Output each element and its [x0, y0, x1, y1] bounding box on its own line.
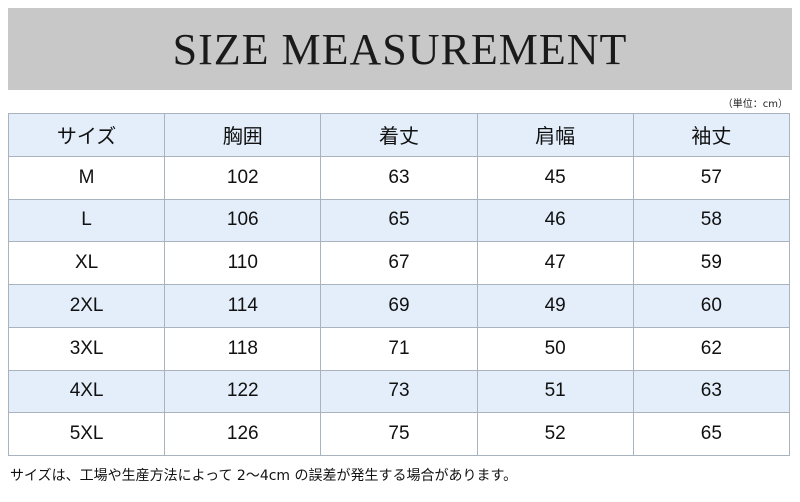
table-cell: 122 — [164, 369, 322, 414]
table-cell: XL — [7, 241, 166, 285]
table-row: 2XL 114 69 49 60 — [7, 284, 791, 328]
table-cell: 3XL — [7, 326, 166, 371]
table-cell: 63 — [320, 155, 478, 200]
table-row: 4XL 122 73 51 63 — [7, 369, 791, 414]
table-cell: 57 — [632, 155, 791, 200]
table-cell: 62 — [632, 326, 791, 371]
table-row: 3XL 118 71 50 62 — [7, 326, 791, 371]
table-cell: 114 — [164, 284, 322, 328]
table-header-row: サイズ 胸囲 着丈 肩幅 袖丈 — [7, 113, 791, 157]
table-row: 5XL 126 75 52 65 — [7, 412, 791, 456]
table-cell: 51 — [476, 369, 634, 414]
table-cell: M — [7, 155, 166, 200]
header-size: サイズ — [7, 113, 166, 157]
footnote: サイズは、工場や生産方法によって 2〜4cm の誤差が発生する場合があります。 — [10, 468, 518, 484]
table-cell: 118 — [164, 326, 322, 371]
table-cell: 65 — [632, 412, 791, 456]
header-length: 着丈 — [320, 113, 478, 157]
table-cell: 106 — [164, 198, 322, 243]
table-cell: 75 — [320, 412, 478, 456]
table-cell: 4XL — [7, 369, 166, 414]
header-shoulder: 肩幅 — [476, 113, 634, 157]
table-cell: 63 — [632, 369, 791, 414]
table-cell: 46 — [476, 198, 634, 243]
table-cell: 71 — [320, 326, 478, 371]
table-cell: 59 — [632, 241, 791, 285]
table-row: L 106 65 46 58 — [7, 198, 791, 243]
table-cell: 60 — [632, 284, 791, 328]
table-cell: 126 — [164, 412, 322, 456]
header-chest: 胸囲 — [164, 113, 322, 157]
table-cell: 2XL — [7, 284, 166, 328]
table-cell: 110 — [164, 241, 322, 285]
page-title: SIZE MEASUREMENT — [172, 24, 628, 74]
table-cell: 52 — [476, 412, 634, 456]
table-cell: 45 — [476, 155, 634, 200]
table-cell: 67 — [320, 241, 478, 285]
table-cell: 50 — [476, 326, 634, 371]
size-table: サイズ 胸囲 着丈 肩幅 袖丈 M 102 63 45 57 L 106 65 46 58 XL 11… — [7, 113, 791, 456]
table-cell: 69 — [320, 284, 478, 328]
table-cell: 47 — [476, 241, 634, 285]
header-sleeve: 袖丈 — [632, 113, 791, 157]
table-row: M 102 63 45 57 — [7, 155, 791, 200]
table-cell: 65 — [320, 198, 478, 243]
unit-note: （単位：cm） — [722, 99, 788, 110]
table-row: XL 110 67 47 59 — [7, 241, 791, 285]
table-cell: 5XL — [7, 412, 166, 456]
table-cell: 102 — [164, 155, 322, 200]
title-banner: SIZE MEASUREMENT — [8, 8, 792, 90]
table-cell: L — [7, 198, 166, 243]
table-cell: 49 — [476, 284, 634, 328]
table-cell: 58 — [632, 198, 791, 243]
table-cell: 73 — [320, 369, 478, 414]
